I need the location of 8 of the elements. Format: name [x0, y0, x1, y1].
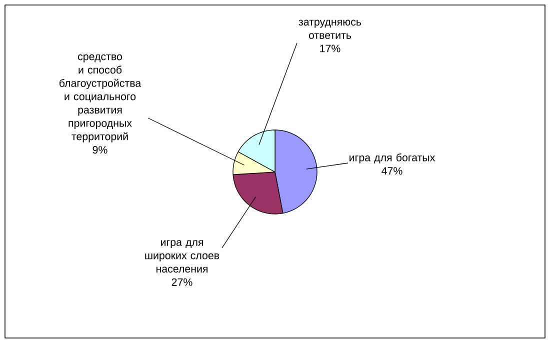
slice-label: затрудняюсь ответить [298, 20, 362, 39]
data-label: 17% [320, 44, 340, 52]
data-label: 27% [172, 278, 192, 286]
slice-label: средство и способ благоустройства и социального развития пригородных территорий [60, 54, 142, 142]
slice-label: игра для широких слоев населения [145, 240, 220, 273]
data-label: 9% [92, 146, 108, 154]
slice-label: игра для богатых [350, 153, 436, 164]
data-label: 47% [382, 167, 402, 175]
